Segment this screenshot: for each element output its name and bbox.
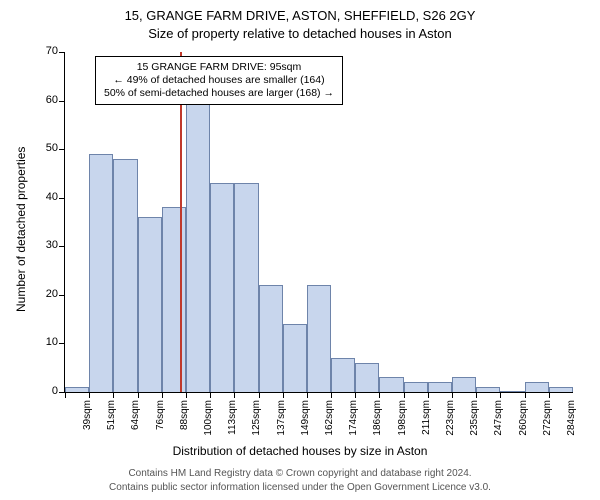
x-tick: [138, 392, 139, 398]
x-tick: [355, 392, 356, 398]
footer-line2: Contains public sector information licen…: [0, 482, 600, 493]
histogram-bar: [138, 217, 162, 392]
histogram-bar: [355, 363, 379, 392]
histogram-bar: [549, 387, 573, 392]
y-tick-label: 30: [28, 239, 58, 251]
x-tick: [65, 392, 66, 398]
y-tick: [59, 198, 65, 199]
x-tick: [452, 392, 453, 398]
histogram-bar: [259, 285, 283, 392]
x-tick: [210, 392, 211, 398]
x-tick: [476, 392, 477, 398]
histogram-bar: [162, 207, 186, 392]
x-tick-label: 39sqm: [82, 400, 93, 440]
histogram-bar: [113, 159, 137, 392]
y-tick: [59, 149, 65, 150]
y-tick-label: 40: [28, 191, 58, 203]
histogram-bar: [500, 391, 524, 392]
annotation-box: 15 GRANGE FARM DRIVE: 95sqm← 49% of deta…: [95, 56, 343, 105]
x-tick-label: 223sqm: [445, 400, 456, 440]
x-tick: [186, 392, 187, 398]
histogram-bar: [525, 382, 549, 392]
x-tick: [307, 392, 308, 398]
x-tick-label: 186sqm: [372, 400, 383, 440]
y-tick-label: 50: [28, 142, 58, 154]
x-tick: [89, 392, 90, 398]
y-tick-label: 20: [28, 288, 58, 300]
chart-title-line2: Size of property relative to detached ho…: [0, 26, 600, 41]
y-tick-label: 10: [28, 336, 58, 348]
x-tick-label: 76sqm: [155, 400, 166, 440]
y-tick: [59, 295, 65, 296]
y-tick-label: 60: [28, 94, 58, 106]
x-tick: [113, 392, 114, 398]
histogram-bar: [65, 387, 89, 392]
x-tick-label: 162sqm: [324, 400, 335, 440]
y-tick-label: 0: [28, 385, 58, 397]
x-tick: [428, 392, 429, 398]
histogram-bar: [428, 382, 452, 392]
x-tick-label: 113sqm: [227, 400, 238, 440]
x-tick: [331, 392, 332, 398]
histogram-bar: [89, 154, 113, 392]
histogram-bar: [307, 285, 331, 392]
y-axis-label: Number of detached properties: [14, 147, 28, 312]
x-tick-label: 260sqm: [518, 400, 529, 440]
histogram-bar: [404, 382, 428, 392]
y-tick: [59, 246, 65, 247]
x-tick-label: 149sqm: [300, 400, 311, 440]
histogram-bar: [234, 183, 258, 392]
histogram-bar: [283, 324, 307, 392]
histogram-bar: [210, 183, 234, 392]
x-tick-label: 247sqm: [493, 400, 504, 440]
histogram-bar: [379, 377, 403, 392]
x-axis-label: Distribution of detached houses by size …: [0, 444, 600, 458]
x-tick-label: 88sqm: [179, 400, 190, 440]
x-tick-label: 235sqm: [469, 400, 480, 440]
x-tick-label: 284sqm: [566, 400, 577, 440]
x-tick-label: 211sqm: [421, 400, 432, 440]
histogram-bar: [452, 377, 476, 392]
x-tick-label: 64sqm: [130, 400, 141, 440]
histogram-bar: [186, 96, 210, 392]
x-tick-label: 51sqm: [106, 400, 117, 440]
x-tick-label: 100sqm: [203, 400, 214, 440]
x-tick: [379, 392, 380, 398]
x-tick: [234, 392, 235, 398]
x-tick: [283, 392, 284, 398]
x-tick-label: 198sqm: [397, 400, 408, 440]
annotation-line: 50% of semi-detached houses are larger (…: [104, 87, 334, 100]
x-tick: [525, 392, 526, 398]
x-tick-label: 272sqm: [542, 400, 553, 440]
annotation-line: ← 49% of detached houses are smaller (16…: [104, 74, 334, 87]
x-tick-label: 137sqm: [276, 400, 287, 440]
chart-title-line1: 15, GRANGE FARM DRIVE, ASTON, SHEFFIELD,…: [0, 8, 600, 23]
footer-line1: Contains HM Land Registry data © Crown c…: [0, 468, 600, 479]
y-tick: [59, 52, 65, 53]
histogram-bar: [331, 358, 355, 392]
x-tick: [404, 392, 405, 398]
annotation-line: 15 GRANGE FARM DRIVE: 95sqm: [104, 61, 334, 74]
x-tick: [500, 392, 501, 398]
histogram-bar: [476, 387, 500, 392]
y-tick-label: 70: [28, 45, 58, 57]
x-tick-label: 125sqm: [251, 400, 262, 440]
x-tick: [162, 392, 163, 398]
x-tick-label: 174sqm: [348, 400, 359, 440]
x-tick: [259, 392, 260, 398]
x-tick: [549, 392, 550, 398]
y-tick: [59, 101, 65, 102]
y-tick: [59, 343, 65, 344]
